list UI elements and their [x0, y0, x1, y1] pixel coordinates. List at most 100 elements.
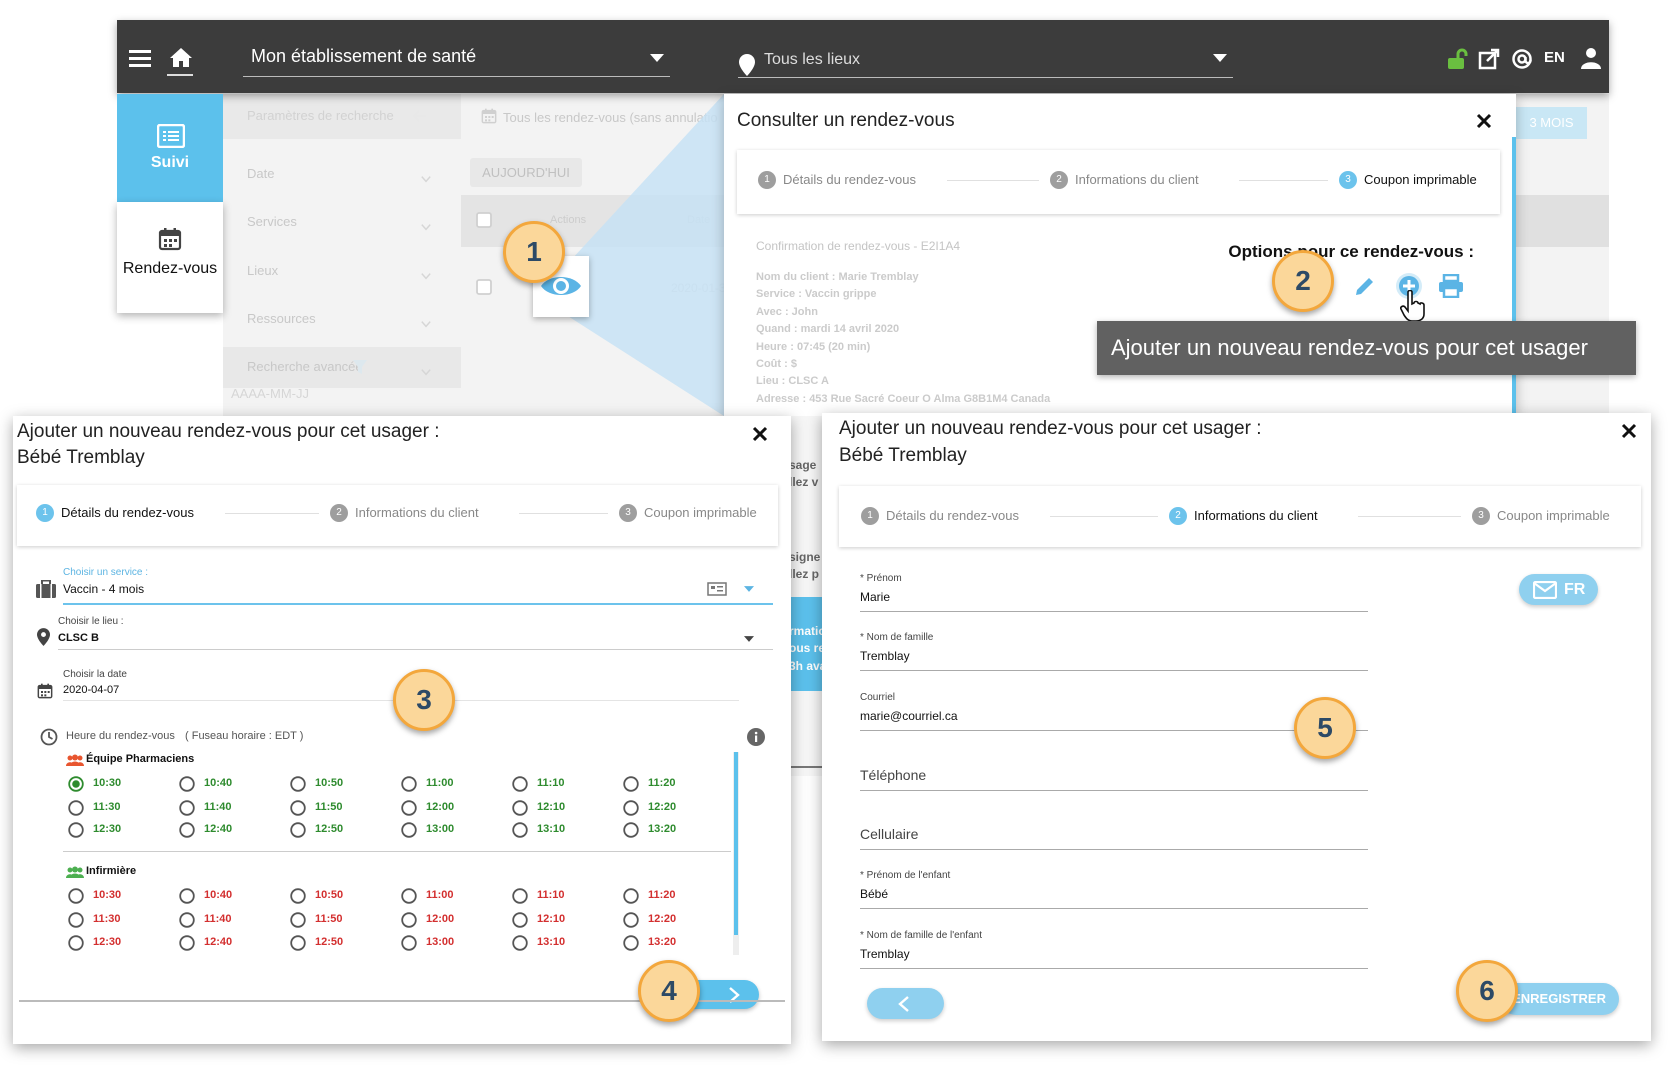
- field-value[interactable]: marie@courriel.ca: [860, 709, 958, 723]
- time-slot[interactable]: 13:00: [426, 823, 455, 835]
- time-slot[interactable]: 12:00: [426, 913, 455, 925]
- time-slot-radio[interactable]: [401, 935, 417, 951]
- step-number-active[interactable]: 1: [36, 504, 54, 522]
- sidebar-item-active[interactable]: Suivi: [117, 94, 223, 202]
- time-slot-radio[interactable]: [623, 888, 639, 904]
- time-slot-radio[interactable]: [401, 776, 417, 792]
- language-switch[interactable]: EN: [1544, 49, 1565, 66]
- service-select[interactable]: Vaccin - 4 mois: [63, 582, 145, 596]
- step-number[interactable]: 3: [619, 504, 637, 522]
- menu-icon[interactable]: [129, 49, 151, 67]
- time-slot-radio[interactable]: [623, 800, 639, 816]
- time-slot[interactable]: 13:00: [426, 936, 455, 948]
- time-slot-radio[interactable]: [623, 935, 639, 951]
- time-slot-radio[interactable]: [179, 888, 195, 904]
- time-slot-radio[interactable]: [401, 800, 417, 816]
- time-slot-radio[interactable]: [290, 776, 306, 792]
- time-slot[interactable]: 12:00: [426, 801, 455, 813]
- time-slot-radio[interactable]: [290, 935, 306, 951]
- location-select[interactable]: Tous les lieux: [764, 51, 861, 68]
- time-slot[interactable]: 10:40: [204, 889, 233, 901]
- time-slot-radio-selected[interactable]: [68, 776, 84, 792]
- time-slot[interactable]: 12:20: [648, 801, 677, 813]
- step-label-active[interactable]: Coupon imprimable: [1364, 172, 1477, 187]
- time-slot-radio[interactable]: [512, 776, 528, 792]
- time-slot-radio[interactable]: [512, 822, 528, 838]
- time-slot-radio[interactable]: [68, 800, 84, 816]
- time-slot-radio[interactable]: [290, 822, 306, 838]
- time-slot[interactable]: 11:10: [537, 777, 565, 789]
- time-slot-radio[interactable]: [68, 912, 84, 928]
- time-slot[interactable]: 10:30: [93, 889, 122, 901]
- external-link-icon[interactable]: [1478, 48, 1500, 70]
- time-slot[interactable]: 11:50: [315, 913, 343, 925]
- field-value[interactable]: Marie: [860, 590, 891, 604]
- time-slot-radio[interactable]: [179, 912, 195, 928]
- time-slot-radio[interactable]: [179, 935, 195, 951]
- time-slot[interactable]: 11:40: [204, 913, 232, 925]
- step-number[interactable]: 1: [861, 507, 879, 525]
- period-button[interactable]: 3 MOIS: [1516, 107, 1587, 139]
- time-slot[interactable]: 10:50: [315, 889, 344, 901]
- time-slot-radio[interactable]: [68, 935, 84, 951]
- time-slot[interactable]: 10:30: [93, 777, 122, 789]
- time-slot[interactable]: 10:40: [204, 777, 233, 789]
- time-slot-radio[interactable]: [623, 822, 639, 838]
- time-slot[interactable]: 12:10: [537, 913, 566, 925]
- time-slot-radio[interactable]: [401, 822, 417, 838]
- lock-icon[interactable]: [1446, 48, 1468, 70]
- edit-icon[interactable]: [1353, 274, 1377, 298]
- field-placeholder[interactable]: Cellulaire: [860, 826, 919, 842]
- time-slot-radio[interactable]: [512, 912, 528, 928]
- today-button[interactable]: AUJOURD'HUI: [470, 158, 582, 187]
- step-number-active[interactable]: 2: [1169, 507, 1187, 525]
- save-button[interactable]: ENREGISTRER: [1500, 983, 1619, 1015]
- time-slot-radio[interactable]: [290, 800, 306, 816]
- time-slot[interactable]: 11:20: [648, 889, 676, 901]
- step-label[interactable]: Informations du client: [355, 505, 479, 520]
- service-details-icon[interactable]: [707, 582, 729, 596]
- language-button[interactable]: FR: [1519, 574, 1598, 605]
- time-slot-radio[interactable]: [68, 822, 84, 838]
- time-slot-radio[interactable]: [512, 800, 528, 816]
- time-slot[interactable]: 13:10: [537, 936, 566, 948]
- time-slot[interactable]: 11:00: [426, 777, 454, 789]
- step-label[interactable]: Détails du rendez-vous: [886, 508, 1019, 523]
- step-number[interactable]: 1: [758, 171, 776, 189]
- time-slot-radio[interactable]: [290, 912, 306, 928]
- time-slot-radio[interactable]: [512, 935, 528, 951]
- time-slot-radio[interactable]: [179, 776, 195, 792]
- time-slot[interactable]: 11:30: [93, 801, 121, 813]
- time-slot[interactable]: 12:30: [93, 936, 122, 948]
- time-slot[interactable]: 11:00: [426, 889, 454, 901]
- time-slot-radio[interactable]: [179, 800, 195, 816]
- time-slot[interactable]: 12:20: [648, 913, 677, 925]
- add-appointment-icon[interactable]: [1395, 272, 1423, 300]
- step-number[interactable]: 2: [330, 504, 348, 522]
- time-slot[interactable]: 12:30: [93, 823, 122, 835]
- time-slot-radio[interactable]: [512, 888, 528, 904]
- sidebar-item[interactable]: Rendez-vous: [117, 202, 223, 313]
- step-label[interactable]: Informations du client: [1075, 172, 1199, 187]
- time-slot-radio[interactable]: [623, 912, 639, 928]
- print-icon[interactable]: [1438, 274, 1464, 298]
- field-value[interactable]: Bébé: [860, 887, 889, 901]
- step-label[interactable]: Coupon imprimable: [644, 505, 757, 520]
- home-icon[interactable]: [169, 46, 193, 70]
- time-slot[interactable]: 12:40: [204, 823, 233, 835]
- time-slot[interactable]: 13:20: [648, 936, 677, 948]
- step-number[interactable]: 3: [1472, 507, 1490, 525]
- time-slot-radio[interactable]: [179, 822, 195, 838]
- time-slot[interactable]: 10:50: [315, 777, 344, 789]
- close-button[interactable]: [1621, 423, 1637, 439]
- row-checkbox[interactable]: [476, 279, 492, 295]
- close-button[interactable]: [1476, 113, 1492, 129]
- time-slot[interactable]: 13:20: [648, 823, 677, 835]
- field-value[interactable]: Tremblay: [860, 947, 910, 961]
- step-label-active[interactable]: Informations du client: [1194, 508, 1318, 523]
- date-input[interactable]: 2020-04-07: [63, 684, 120, 696]
- step-number[interactable]: 2: [1050, 171, 1068, 189]
- time-slot[interactable]: 11:20: [648, 777, 676, 789]
- time-slot[interactable]: 12:10: [537, 801, 566, 813]
- time-slot-radio[interactable]: [401, 912, 417, 928]
